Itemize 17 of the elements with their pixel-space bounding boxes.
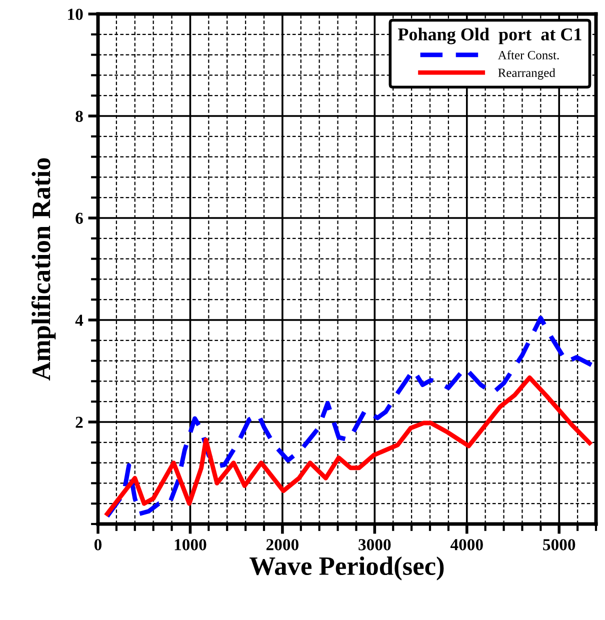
x-axis-title: Wave Period(sec)	[250, 556, 444, 580]
x-tick-label: 3000	[358, 539, 391, 550]
y-tick-label: 10	[68, 8, 83, 20]
x-tick-label: 1000	[174, 539, 206, 550]
y-tick-label: 2	[76, 416, 83, 428]
line-series	[104, 375, 592, 516]
y-axis-title: Amplification Ratio	[31, 158, 56, 381]
y-tick-label: 8	[76, 110, 83, 122]
legend-title: Pohang Old port at C1	[398, 28, 582, 44]
y-tick-label: 4	[75, 314, 84, 326]
x-tick-label: 2000	[266, 539, 298, 550]
legend-label: Rearranged	[498, 68, 556, 80]
x-tick-label: 5000	[543, 539, 576, 550]
y-tick-label: 6	[76, 212, 83, 224]
legend-label: After Const.	[498, 50, 559, 60]
x-tick-label: 0	[94, 539, 102, 550]
x-tick-label: 4000	[450, 539, 483, 550]
